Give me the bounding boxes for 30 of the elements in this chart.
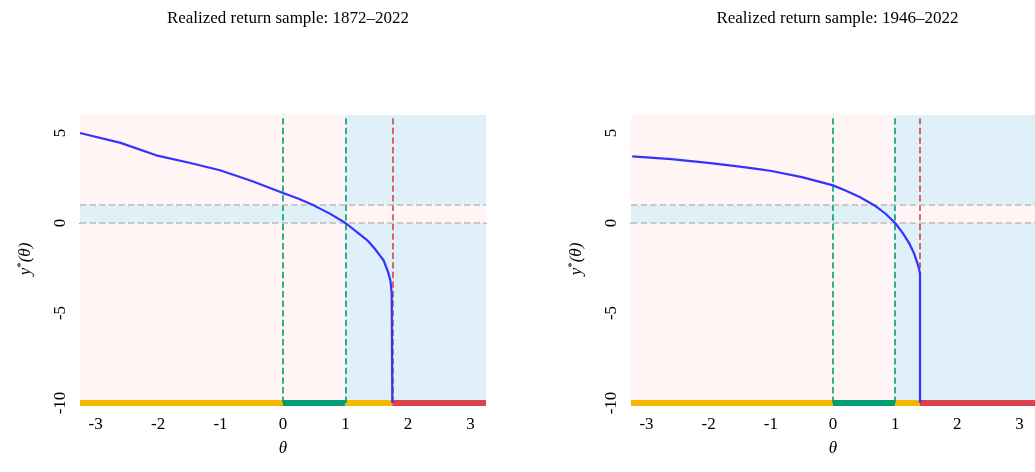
- y-tick-label: 5: [601, 128, 620, 138]
- x-tick-label: 2: [953, 414, 962, 433]
- chart-title: Realized return sample: 1872–2022: [166, 8, 410, 27]
- y-axis-title: y*(θ): [13, 242, 34, 278]
- x-axis-title: θ: [278, 438, 288, 457]
- chart-title: Realized return sample: 1946–2022: [716, 8, 959, 27]
- x-tick-label: 1: [890, 414, 900, 433]
- x-tick-label: -1: [213, 414, 228, 433]
- y-tick-label: -10: [50, 391, 69, 415]
- x-tick-label: 0: [278, 414, 288, 433]
- x-axis-title: θ: [828, 438, 838, 457]
- y-tick-label: -10: [601, 391, 620, 415]
- x-tick-label: 2: [403, 414, 413, 433]
- x-tick-label: -2: [150, 414, 166, 433]
- x-tick-label: -2: [701, 414, 716, 433]
- line-series: [78, 131, 394, 405]
- x-tick-label: 0: [828, 414, 838, 433]
- x-tick-label: 3: [466, 414, 475, 433]
- x-tick-label: -3: [639, 414, 654, 433]
- y-tick-label: 5: [50, 128, 69, 138]
- x-tick-label: 3: [1015, 414, 1024, 433]
- y-tick-label: 0: [50, 218, 69, 228]
- x-tick-label: -3: [88, 414, 103, 433]
- line-series: [631, 155, 922, 405]
- x-tick-label: -1: [763, 414, 778, 433]
- y-axis-title: y*(θ): [564, 242, 585, 278]
- y-tick-label: 0: [601, 218, 620, 228]
- x-tick-label: 1: [341, 414, 350, 433]
- y-tick-label: -5: [50, 305, 69, 321]
- y-tick-label: -5: [601, 305, 620, 321]
